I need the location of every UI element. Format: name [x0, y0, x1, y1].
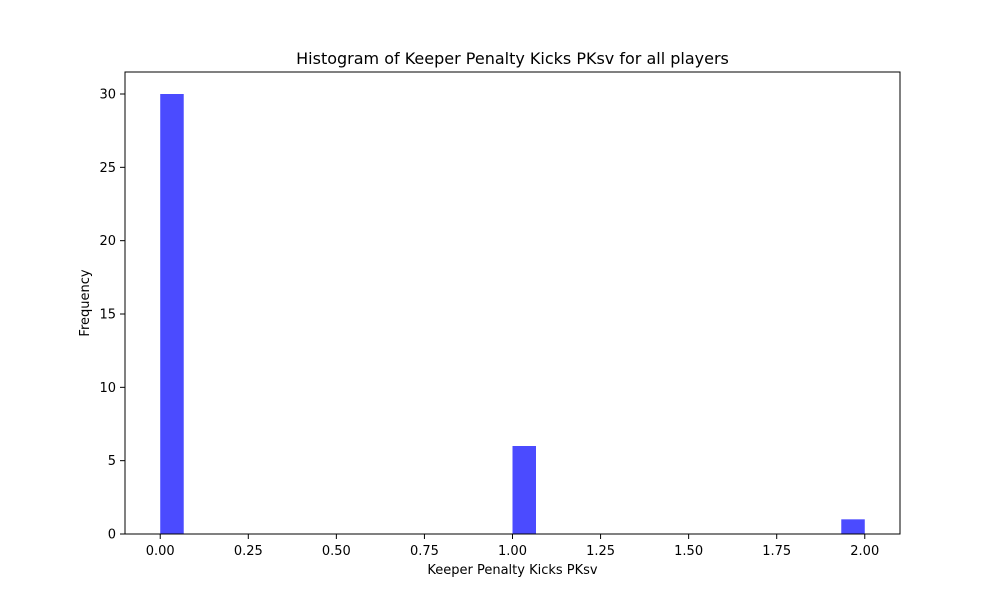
histogram-bar-1 [512, 446, 536, 534]
y-tick-label-4: 20 [99, 234, 116, 249]
histogram-bar-2 [841, 519, 865, 534]
bars-group [160, 94, 865, 534]
x-tick-label-0: 0.00 [146, 544, 175, 559]
x-tick-label-6: 1.50 [674, 544, 703, 559]
y-tick-label-5: 25 [99, 161, 116, 176]
x-tick-label-5: 1.25 [586, 544, 615, 559]
y-tick-label-0: 0 [108, 528, 116, 543]
y-tick-label-2: 10 [99, 381, 116, 396]
plot-frame [124, 71, 901, 535]
y-tick-label-1: 5 [108, 454, 116, 469]
chart-title: Histogram of Keeper Penalty Kicks PKsv f… [296, 49, 729, 68]
x-tick-label-1: 0.25 [234, 544, 263, 559]
x-axis-ticks: 0.00 0.25 0.50 0.75 1.00 1.25 1.50 1.75 2.00 [146, 534, 879, 559]
x-tick-label-7: 1.75 [762, 544, 791, 559]
x-tick-label-2: 0.50 [322, 544, 351, 559]
y-tick-label-3: 15 [99, 308, 116, 323]
y-tick-label-6: 30 [99, 88, 116, 103]
y-axis-label: Frequency [78, 269, 93, 336]
x-tick-label-3: 0.75 [410, 544, 439, 559]
y-axis-ticks: 0 5 10 15 20 25 30 [99, 88, 125, 543]
x-axis-label: Keeper Penalty Kicks PKsv [427, 563, 598, 578]
x-tick-label-4: 1.00 [498, 544, 527, 559]
histogram-bar-0 [160, 94, 184, 534]
x-tick-label-8: 2.00 [850, 544, 879, 559]
